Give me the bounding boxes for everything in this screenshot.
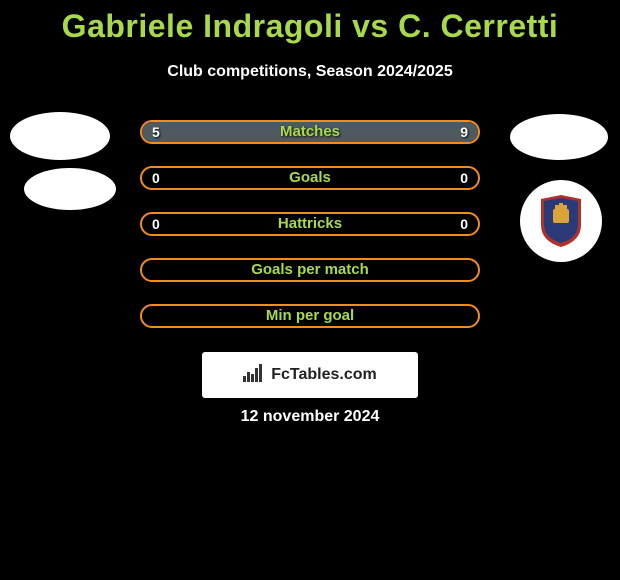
chart-bars-icon [243, 364, 265, 387]
page-title: Gabriele Indragoli vs C. Cerretti [0, 0, 620, 45]
stat-label: Goals [142, 168, 478, 188]
date-line: 12 november 2024 [0, 408, 620, 426]
stat-pill: Goals per match [140, 258, 480, 282]
subtitle: Club competitions, Season 2024/2025 [0, 63, 620, 81]
stat-label: Matches [142, 122, 478, 142]
stat-label: Min per goal [142, 306, 478, 326]
stat-label: Hattricks [142, 214, 478, 234]
stat-pill: 00Goals [140, 166, 480, 190]
stats-area: 59Matches 00Goals 00Hattricks Goals per mat… [0, 108, 620, 338]
stat-pill: 00Hattricks [140, 212, 480, 236]
comparison-card: Gabriele Indragoli vs C. Cerretti Club c… [0, 0, 620, 580]
watermark-text: FcTables.com [271, 366, 377, 384]
watermark: FcTables.com [202, 352, 418, 398]
stat-label: Goals per match [142, 260, 478, 280]
stat-row: 59Matches [0, 108, 620, 154]
stat-row: 00Goals [0, 154, 620, 200]
stat-row: 00Hattricks [0, 200, 620, 246]
stat-pill: 59Matches [140, 120, 480, 144]
stat-row: Min per goal [0, 292, 620, 338]
stat-pill: Min per goal [140, 304, 480, 328]
stat-row: Goals per match [0, 246, 620, 292]
